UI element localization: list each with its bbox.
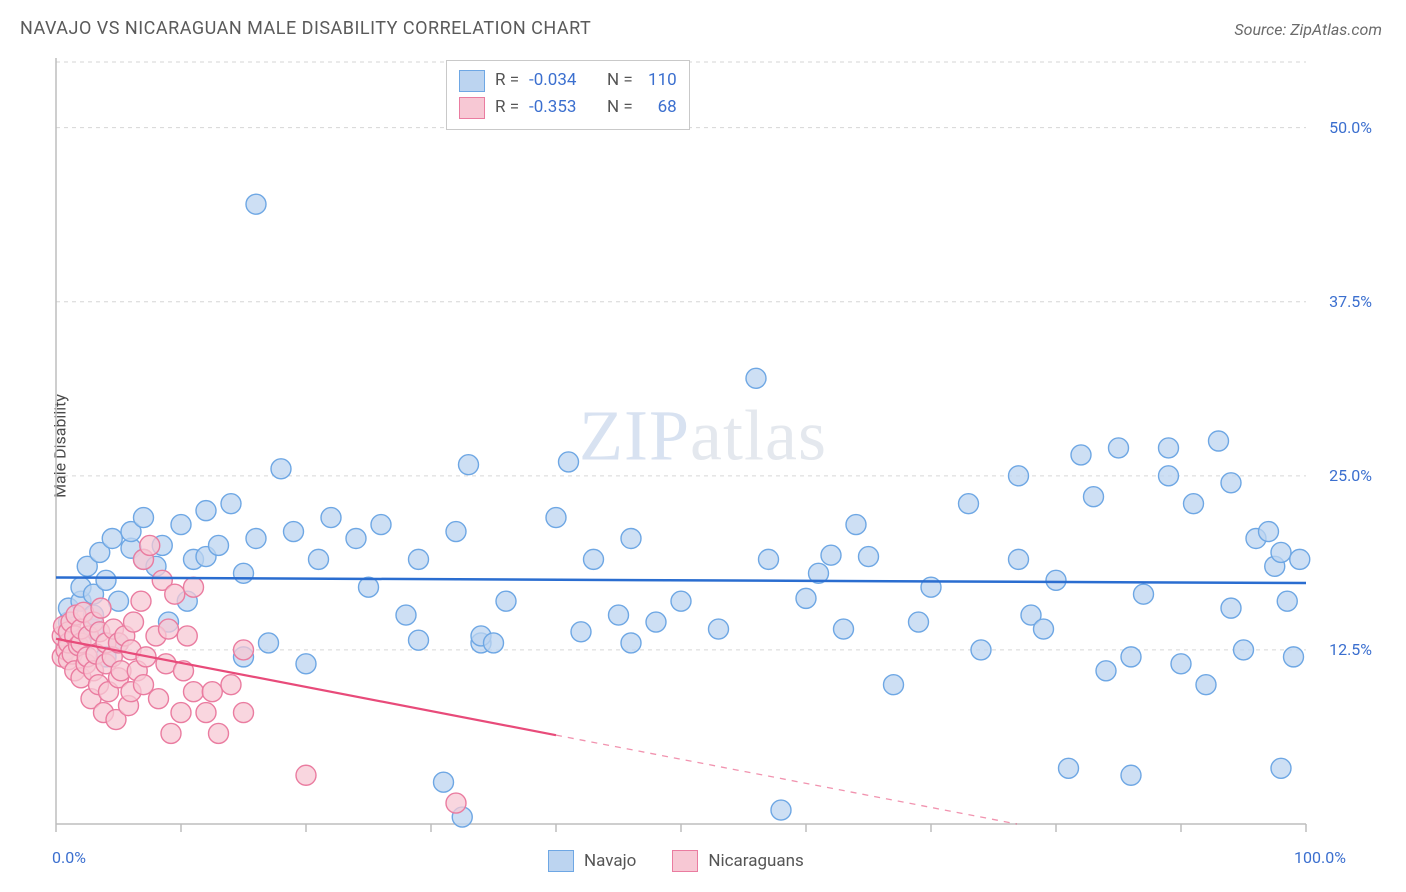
r-value: -0.353 — [529, 94, 597, 121]
legend-swatch — [672, 850, 698, 872]
scatter-plot — [0, 0, 1406, 892]
y-tick-label: 25.0% — [1312, 466, 1372, 485]
x-min-label: 0.0% — [52, 848, 86, 867]
legend-stats-row: R = -0.034 N = 110 — [459, 67, 677, 94]
series-legend: Navajo Nicaraguans — [548, 850, 840, 877]
y-tick-label: 12.5% — [1312, 640, 1372, 659]
legend-swatch — [459, 97, 485, 119]
legend-series-name: Nicaraguans — [708, 851, 803, 871]
legend-swatch — [459, 70, 485, 92]
r-label: R = — [495, 94, 519, 121]
n-label: N = — [607, 94, 633, 121]
n-label: N = — [607, 67, 633, 94]
legend-swatch — [548, 850, 574, 872]
r-value: -0.034 — [529, 67, 597, 94]
correlation-legend: R = -0.034 N = 110 R = -0.353 N = 68 — [446, 60, 690, 130]
x-max-label: 100.0% — [1294, 848, 1366, 867]
y-tick-label: 37.5% — [1312, 292, 1372, 311]
y-tick-label: 50.0% — [1312, 118, 1372, 137]
legend-stats-row: R = -0.353 N = 68 — [459, 94, 677, 121]
n-value: 110 — [643, 67, 677, 94]
legend-item: Navajo — [548, 850, 636, 872]
legend-series-name: Navajo — [584, 851, 636, 871]
r-label: R = — [495, 67, 519, 94]
legend-item: Nicaraguans — [672, 850, 803, 872]
n-value: 68 — [643, 94, 677, 121]
